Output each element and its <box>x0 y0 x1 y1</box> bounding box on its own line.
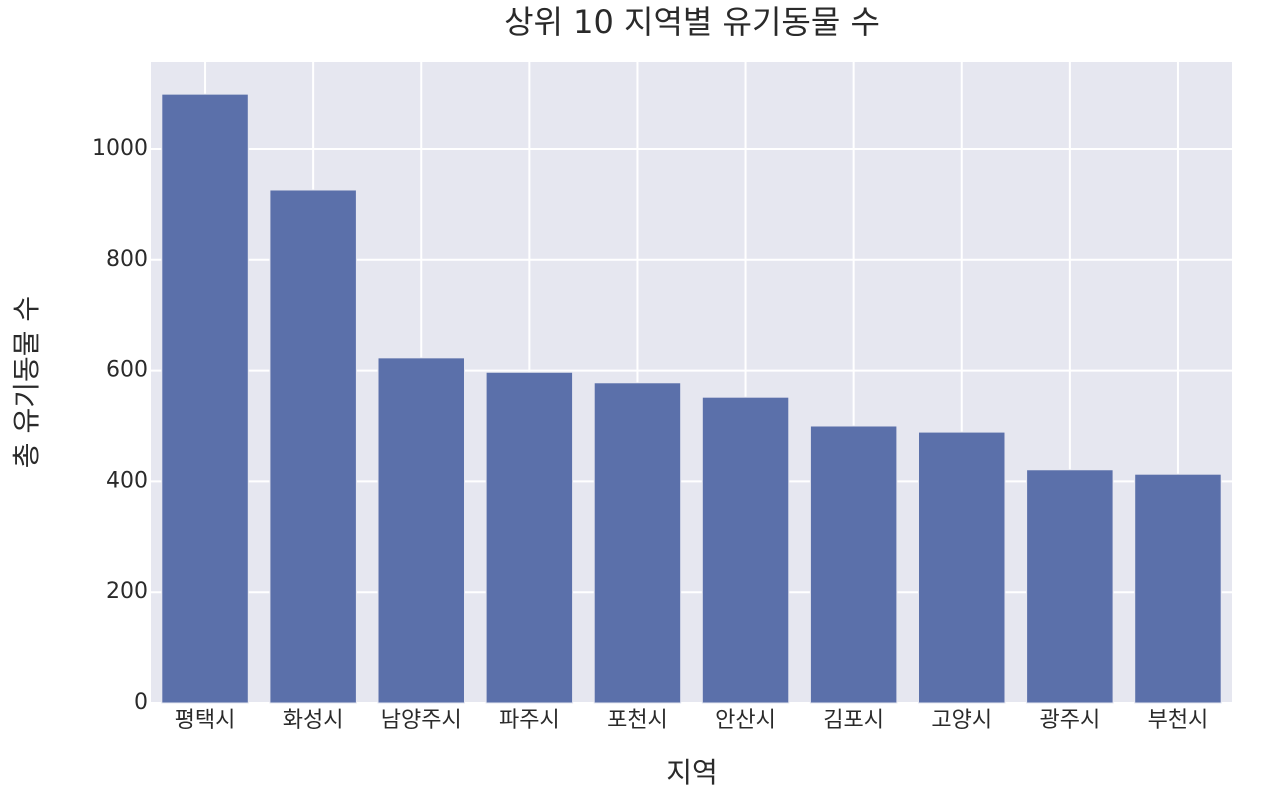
y-tick-label: 400 <box>106 468 148 493</box>
bar <box>1026 469 1114 704</box>
y-tick-label: 0 <box>134 690 148 715</box>
x-tick-label: 포천시 <box>607 708 668 733</box>
y-tick-label: 800 <box>106 247 148 272</box>
bar <box>269 189 357 704</box>
x-tick-label: 파주시 <box>499 708 560 733</box>
y-tick-label: 600 <box>106 358 148 383</box>
x-tick-label: 평택시 <box>175 708 236 733</box>
x-tick-label: 안산시 <box>715 708 776 733</box>
x-tick-label: 남양주시 <box>381 708 462 733</box>
x-tick-label: 화성시 <box>283 708 344 733</box>
x-tick-label: 고양시 <box>931 708 992 733</box>
bar <box>485 371 574 704</box>
bar <box>918 431 1006 704</box>
x-tick-label: 부천시 <box>1148 708 1209 733</box>
y-tick-label: 200 <box>106 579 148 604</box>
bar <box>809 425 898 704</box>
bar <box>161 93 249 704</box>
bar <box>377 357 465 704</box>
y-tick-label: 1000 <box>92 136 148 161</box>
chart-title: 상위 10 지역별 유기동물 수 <box>504 3 880 41</box>
x-tick-label: 광주시 <box>1039 708 1100 733</box>
y-axis-title: 총 유기동물 수 <box>10 296 43 468</box>
bar <box>1134 473 1222 704</box>
x-axis-title: 지역 <box>666 756 718 789</box>
bar <box>701 396 790 704</box>
bar <box>593 382 682 704</box>
x-tick-label: 김포시 <box>823 708 884 733</box>
